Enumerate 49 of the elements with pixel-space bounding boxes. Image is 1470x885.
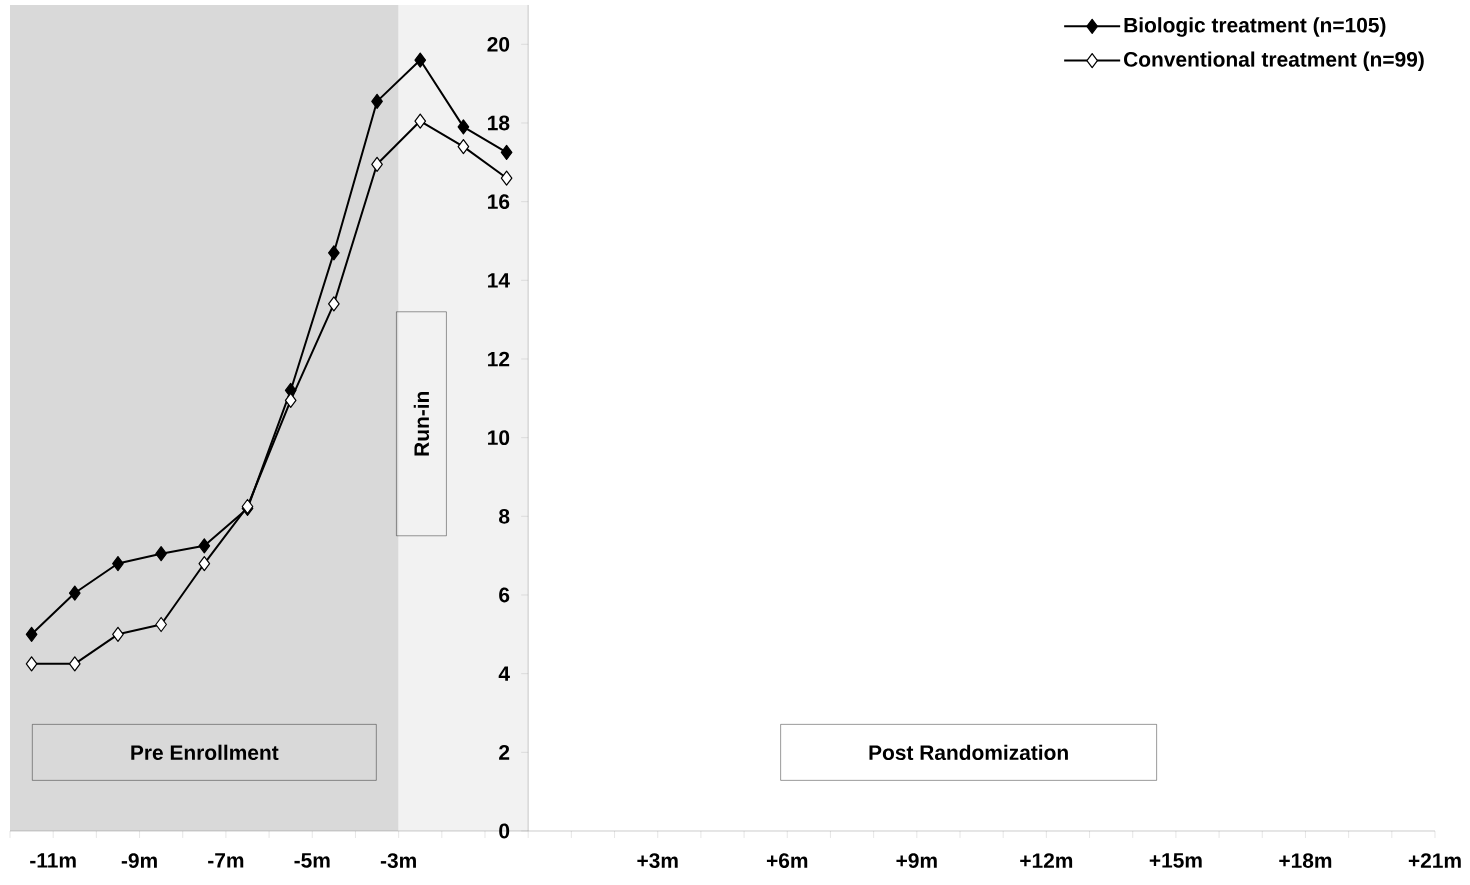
x-tick-label: -5m bbox=[294, 853, 330, 868]
y-tick-label: 12 bbox=[488, 351, 510, 367]
x-tick-label: +9m bbox=[896, 853, 937, 868]
x-tick-label: +6m bbox=[766, 853, 808, 868]
y-tick-label: 14 bbox=[488, 273, 510, 288]
band-label: Run-in bbox=[413, 391, 430, 456]
point bbox=[328, 245, 340, 261]
legend-label: Conventional treatment (n=99) bbox=[1124, 51, 1424, 71]
point bbox=[198, 538, 211, 554]
point bbox=[112, 626, 124, 642]
x-tick-label: -3m bbox=[380, 853, 416, 869]
point bbox=[68, 656, 81, 672]
y-tick-label: 6 bbox=[499, 587, 510, 603]
band-label: Pre Enrollment bbox=[131, 744, 279, 761]
point bbox=[68, 585, 81, 601]
point bbox=[457, 138, 470, 155]
y-tick-label: 4 bbox=[498, 666, 510, 681]
y-tick-label: 18 bbox=[488, 115, 510, 131]
point bbox=[371, 156, 383, 172]
y-tick-label: 10 bbox=[488, 430, 510, 446]
point bbox=[25, 626, 38, 642]
point bbox=[500, 144, 513, 161]
x-tick-label: +15m bbox=[1149, 853, 1202, 868]
point bbox=[371, 93, 383, 109]
point bbox=[112, 555, 124, 572]
point bbox=[155, 546, 167, 562]
y-tick-label: 16 bbox=[488, 194, 510, 210]
x-tick-label: -7m bbox=[208, 853, 244, 868]
point bbox=[457, 119, 470, 135]
point bbox=[284, 392, 297, 408]
point bbox=[25, 656, 38, 672]
x-tick-label: -11m bbox=[30, 853, 76, 868]
y-tick-label: 8 bbox=[499, 508, 510, 524]
x-tick-label: +18m bbox=[1279, 853, 1332, 868]
legend-label: Biologic treatment (n=105) bbox=[1124, 17, 1386, 37]
x-tick-label: +12m bbox=[1020, 853, 1073, 868]
y-tick-label: 2 bbox=[499, 745, 510, 760]
point bbox=[414, 52, 427, 68]
point bbox=[328, 296, 340, 312]
point bbox=[155, 616, 167, 633]
x-tick-label: +3m bbox=[637, 853, 678, 869]
y-tick-label: 0 bbox=[499, 823, 510, 839]
point bbox=[500, 170, 513, 186]
point bbox=[198, 555, 211, 572]
point bbox=[414, 113, 427, 129]
annotation: Post Randomization bbox=[869, 744, 1068, 761]
x-tick-label: -9m bbox=[121, 853, 157, 868]
x-tick-label: +21m bbox=[1408, 853, 1461, 868]
y-tick-label: 20 bbox=[487, 36, 510, 52]
